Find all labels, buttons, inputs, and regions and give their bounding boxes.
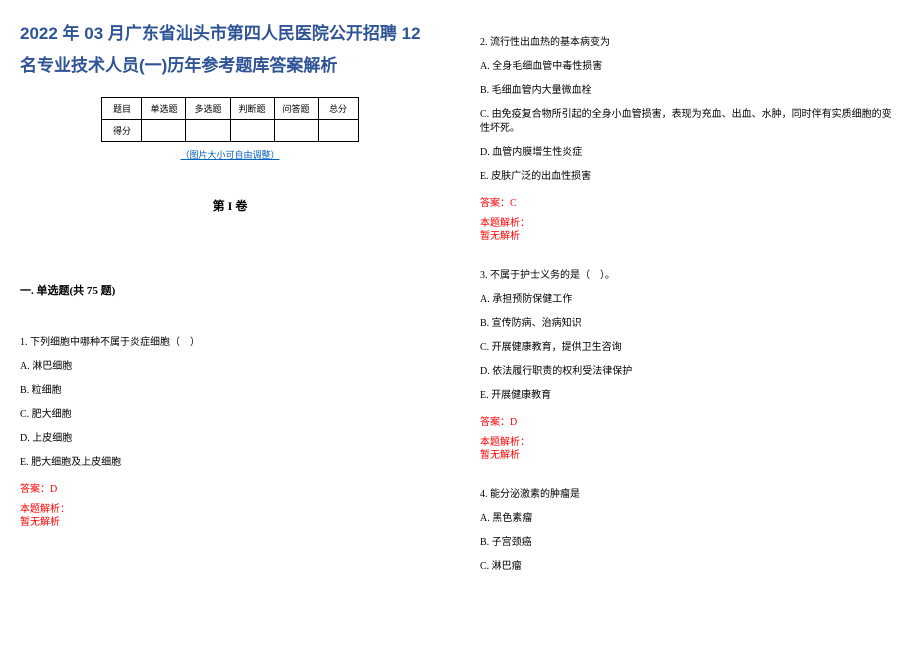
- table-empty-cell: [142, 119, 186, 141]
- question-4-option-b: B. 子宫颈癌: [480, 536, 900, 550]
- table-empty-cell: [186, 119, 230, 141]
- section-title: 一. 单选题(共 75 题): [20, 282, 440, 298]
- question-1-answer: 答案：D: [20, 480, 440, 495]
- table-score-row: 得分: [102, 119, 358, 141]
- table-header-cell: 判断题: [230, 97, 274, 119]
- right-column: 2. 流行性出血热的基本病变为 A. 全身毛细血管中毒性损害 B. 毛细血管内大…: [460, 0, 920, 651]
- question-3-option-b: B. 宣传防病、治病知识: [480, 317, 900, 331]
- question-4-option-c: C. 淋巴瘤: [480, 560, 900, 574]
- question-2-text: 2. 流行性出血热的基本病变为: [480, 36, 900, 50]
- question-4-text: 4. 能分泌激素的肿瘤是: [480, 488, 900, 502]
- question-1-option-c: C. 肥大细胞: [20, 408, 440, 422]
- volume-title: 第 I 卷: [20, 197, 440, 214]
- question-3-analysis-none: 暂无解析: [480, 449, 900, 462]
- table-empty-cell: [274, 119, 318, 141]
- score-table: 题目 单选题 多选题 判断题 问答题 总分 得分: [101, 97, 358, 142]
- table-empty-cell: [230, 119, 274, 141]
- question-2-option-d: D. 血管内膜增生性炎症: [480, 146, 900, 160]
- question-2-answer: 答案：C: [480, 194, 900, 209]
- question-3-option-d: D. 依法履行职责的权利受法律保护: [480, 365, 900, 379]
- question-1-analysis-none: 暂无解析: [20, 516, 440, 529]
- question-2-analysis-label: 本题解析：: [480, 217, 900, 230]
- table-header-cell: 题目: [102, 97, 142, 119]
- question-3-option-c: C. 开展健康教育，提供卫生咨询: [480, 341, 900, 355]
- table-header-cell: 问答题: [274, 97, 318, 119]
- question-1-option-e: E. 肥大细胞及上皮细胞: [20, 456, 440, 470]
- question-2-option-b: B. 毛细血管内大量微血栓: [480, 84, 900, 98]
- question-2-option-e: E. 皮肤广泛的出血性损害: [480, 170, 900, 184]
- question-2-analysis-none: 暂无解析: [480, 230, 900, 243]
- image-resize-note[interactable]: （图片大小可自由调整）: [20, 148, 440, 161]
- table-header-row: 题目 单选题 多选题 判断题 问答题 总分: [102, 97, 358, 119]
- question-1-text: 1. 下列细胞中哪种不属于炎症细胞（ ）: [20, 336, 440, 350]
- question-1-option-b: B. 粒细胞: [20, 384, 440, 398]
- question-3-option-a: A. 承担预防保健工作: [480, 293, 900, 307]
- document-title: 2022 年 03 月广东省汕头市第四人民医院公开招聘 12 名专业技术人员(一…: [20, 18, 440, 83]
- table-empty-cell: [318, 119, 358, 141]
- question-1-analysis-label: 本题解析：: [20, 503, 440, 516]
- table-header-cell: 总分: [318, 97, 358, 119]
- question-4-option-a: A. 黑色素瘤: [480, 512, 900, 526]
- question-3-option-e: E. 开展健康教育: [480, 389, 900, 403]
- question-2-option-c: C. 由免疫复合物所引起的全身小血管损害，表现为充血、出血、水肿，同时伴有实质细…: [480, 108, 900, 136]
- question-3-text: 3. 不属于护士义务的是（ ）。: [480, 269, 900, 283]
- question-1-option-a: A. 淋巴细胞: [20, 360, 440, 374]
- question-3-answer: 答案：D: [480, 413, 900, 428]
- question-3-analysis-label: 本题解析：: [480, 436, 900, 449]
- table-header-cell: 单选题: [142, 97, 186, 119]
- left-column: 2022 年 03 月广东省汕头市第四人民医院公开招聘 12 名专业技术人员(一…: [0, 0, 460, 651]
- table-header-cell: 多选题: [186, 97, 230, 119]
- question-1-option-d: D. 上皮细胞: [20, 432, 440, 446]
- question-2-option-a: A. 全身毛细血管中毒性损害: [480, 60, 900, 74]
- table-score-label: 得分: [102, 119, 142, 141]
